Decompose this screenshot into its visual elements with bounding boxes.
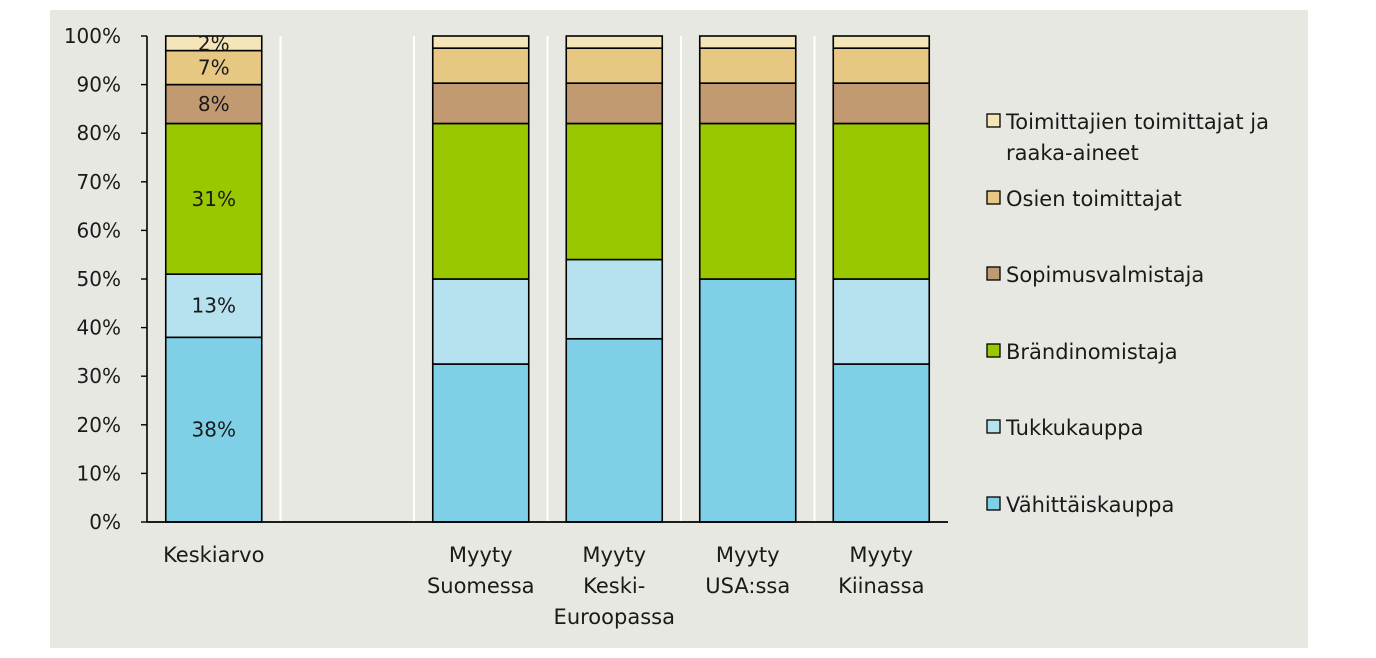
bar-segment [431, 278, 530, 365]
bar-segment [565, 258, 664, 340]
x-axis-tick-label: Myyty [449, 543, 513, 567]
grid-layer [279, 36, 816, 522]
data-label: 13% [192, 294, 236, 318]
bar-segment [565, 47, 664, 84]
data-label-layer: 38% 13% 31% 8% 7%2% [192, 31, 236, 441]
y-axis-tick-label: 100% [64, 24, 121, 48]
legend-swatch [986, 343, 1001, 358]
x-axis-tick-label: Myyty [582, 543, 646, 567]
data-label: 7% [198, 56, 230, 80]
legend-swatch [986, 113, 1001, 128]
x-axis-tick-label: Suomessa [427, 574, 535, 598]
x-axis-tick-label: Myyty [716, 543, 780, 567]
y-axis-tick-label: 90% [77, 73, 121, 97]
bar-segment [164, 273, 263, 339]
bar-segment [565, 122, 664, 261]
x-axis-tick-label: Keskiarvo [163, 543, 264, 567]
bar-segment [832, 82, 931, 125]
legend-label: Tukkukauppa [1005, 416, 1143, 440]
bar-segment [832, 278, 931, 365]
bar-segment [832, 122, 931, 280]
bar-segment [698, 82, 797, 125]
axis-layer: Keskiarvo Myyty Suomessa Myyty Keski- Euroopa… [64, 24, 948, 629]
bar-segment [698, 278, 797, 523]
legend-swatch [986, 266, 1001, 281]
bar-segment [832, 47, 931, 84]
bar-segment [164, 336, 263, 523]
bar-segment [698, 122, 797, 280]
legend-label: raaka-aineet [1006, 141, 1139, 165]
data-label: 2% [198, 31, 230, 55]
legend-swatch [986, 496, 1001, 511]
y-axis-tick-label: 40% [77, 316, 121, 340]
bar-segment [431, 82, 530, 125]
bar-segment [431, 363, 530, 523]
y-axis-tick-label: 70% [77, 170, 121, 194]
legend: Toimittajien toimittajat ja raaka-aineet O… [986, 110, 1269, 517]
legend-label: Brändinomistaja [1006, 340, 1178, 364]
legend-swatch [986, 190, 1001, 205]
bar-segment [431, 122, 530, 280]
y-axis-tick-label: 30% [77, 364, 121, 388]
y-axis-tick-label: 10% [77, 461, 121, 485]
bar-segment [164, 35, 263, 52]
bar-segment [431, 35, 530, 49]
data-label: 31% [192, 187, 236, 211]
x-axis-tick-label: Myyty [849, 543, 913, 567]
data-label: 8% [198, 92, 230, 116]
bar-segment [832, 35, 931, 49]
x-axis-tick-label: Keski- [583, 574, 645, 598]
legend-swatch [986, 419, 1001, 434]
x-axis-tick-label: USA:ssa [705, 574, 790, 598]
legend-label: Toimittajien toimittajat ja [1005, 110, 1269, 134]
y-axis-tick-label: 20% [77, 413, 121, 437]
legend-label: Osien toimittajat [1006, 187, 1182, 211]
legend-label: Vähittäiskauppa [1006, 493, 1174, 517]
bar-layer [164, 35, 931, 523]
y-axis-tick-label: 60% [77, 218, 121, 242]
y-axis-tick-label: 80% [77, 121, 121, 145]
bar-segment [565, 82, 664, 125]
bar-segment [698, 47, 797, 84]
bar-segment [565, 337, 664, 523]
bar-segment [431, 47, 530, 84]
y-axis-tick-label: 0% [89, 510, 121, 534]
x-axis-tick-label: Kiinassa [838, 574, 924, 598]
bar-segment [565, 35, 664, 49]
stacked-bar-chart: 38% 13% 31% 8% 7%2% Keskiarvo Myyty Suomessa My… [64, 24, 1269, 629]
x-axis-tick-label: Euroopassa [554, 605, 675, 629]
data-label: 38% [192, 418, 236, 442]
chart-panel: 38% 13% 31% 8% 7% 2% Keskiarvo Myyty Suomessa My… [50, 10, 1308, 648]
legend-label: Sopimusvalmistaja [1006, 263, 1204, 287]
bar-segment [832, 363, 931, 523]
bar-segment [698, 35, 797, 49]
y-axis-tick-label: 50% [77, 267, 121, 291]
